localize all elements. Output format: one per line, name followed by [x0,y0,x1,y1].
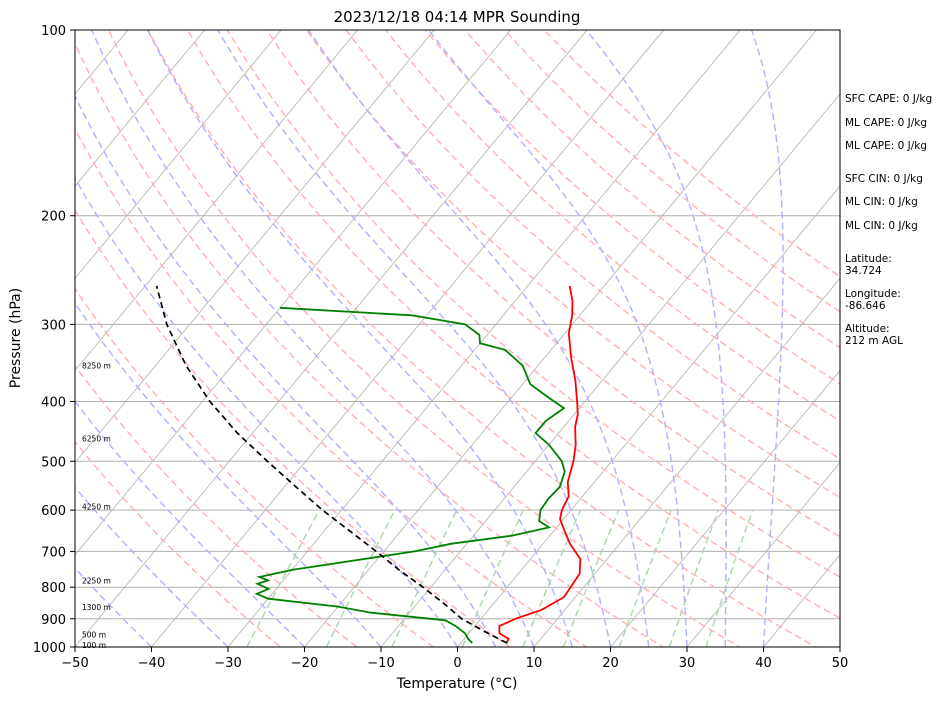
x-tick-label: −10 [367,656,394,671]
x-tick-label: 0 [453,656,461,671]
stats-panel-line: 34.724 [845,265,882,277]
y-tick-label: 900 [41,613,66,628]
x-tick-label: 30 [679,656,696,671]
x-tick-label: −30 [214,656,241,671]
altitude-label: 4250 m [82,503,111,512]
stats-panel-line: ML CAPE: 0 J/kg [845,117,927,129]
x-tick-label: 40 [755,656,772,671]
altitude-label: 6250 m [82,434,111,443]
x-tick-label: −50 [61,656,88,671]
altitude-label: 8250 m [82,362,111,371]
stats-panel-line: ML CIN: 0 J/kg [845,220,918,232]
x-tick-label: −40 [138,656,165,671]
y-tick-label: 400 [41,395,66,410]
y-axis-label: Pressure (hPa) [8,288,24,388]
stats-panel-line: SFC CIN: 0 J/kg [845,173,923,185]
altitude-label: 2250 m [82,576,111,585]
chart-title: 2023/12/18 04:14 MPR Sounding [334,8,581,26]
y-tick-label: 800 [41,581,66,596]
stats-panel-line: ML CAPE: 0 J/kg [845,140,927,152]
x-tick-label: −20 [291,656,318,671]
y-tick-label: 700 [41,545,66,560]
y-tick-label: 600 [41,504,66,519]
altitude-label: 1300 m [82,603,111,612]
x-axis-label: Temperature (°C) [396,676,518,692]
y-tick-label: 200 [41,210,66,225]
altitude-label: 500 m [82,631,106,640]
stats-panel-line: Longitude: [845,288,901,300]
y-tick-label: 100 [41,24,66,39]
x-tick-label: 20 [602,656,619,671]
y-tick-label: 500 [41,455,66,470]
x-tick-label: 50 [832,656,849,671]
stats-panel-line: Altitude: [845,323,890,335]
y-tick-label: 1000 [33,641,66,656]
stats-panel-line: Latitude: [845,253,892,265]
altitude-label: 100 m [82,641,106,650]
stats-panel-line: ML CIN: 0 J/kg [845,196,918,208]
stats-panel-line: 212 m AGL [845,335,903,347]
stats-panel-line: SFC CAPE: 0 J/kg [845,93,932,105]
x-tick-label: 10 [526,656,543,671]
y-tick-label: 300 [41,318,66,333]
stats-panel-line: -86.646 [845,300,886,312]
